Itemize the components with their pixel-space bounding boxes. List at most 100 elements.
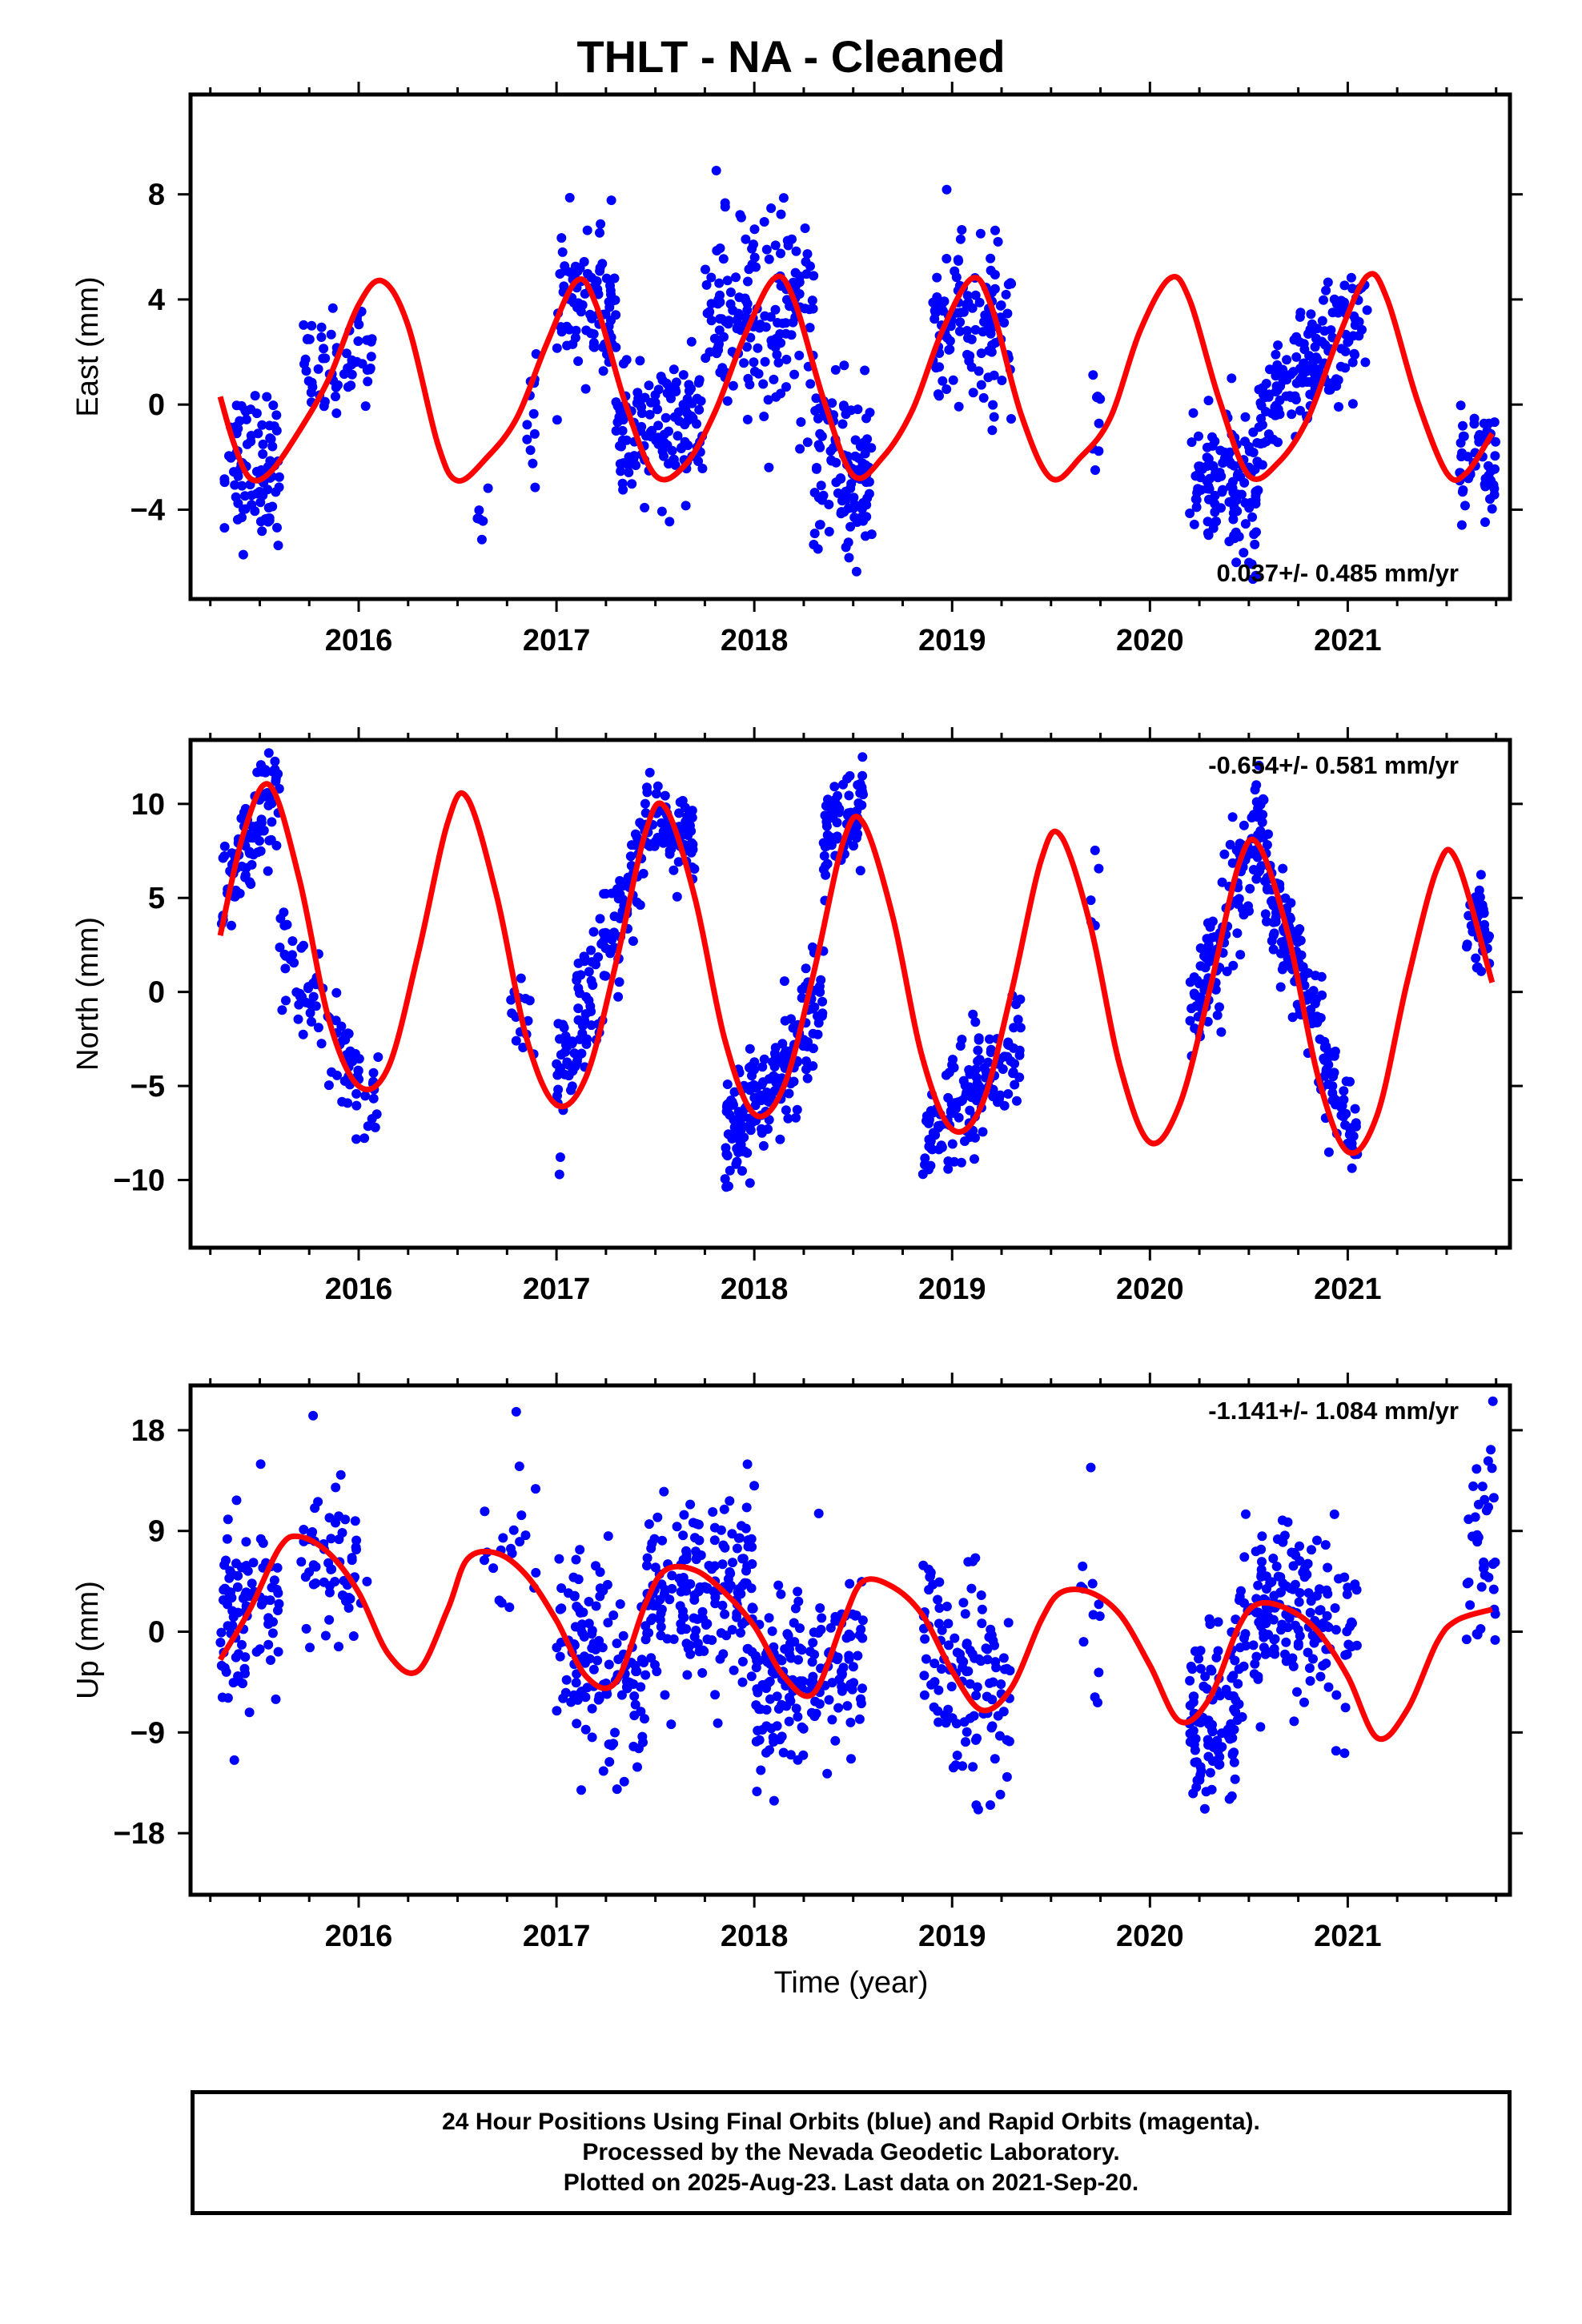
data-point [736, 1124, 746, 1135]
data-point [737, 1554, 748, 1564]
data-point [732, 315, 742, 325]
data-point [608, 1610, 619, 1620]
data-point [1343, 1639, 1354, 1650]
data-point [713, 295, 724, 305]
data-point [1188, 1726, 1199, 1736]
data-point [531, 349, 541, 359]
data-point [1279, 940, 1290, 951]
data-point [990, 225, 1000, 235]
data-point [359, 1133, 370, 1144]
data-point [1229, 460, 1239, 471]
data-point [942, 1602, 952, 1611]
data-point [248, 1558, 259, 1568]
data-point [1244, 557, 1255, 568]
data-point [1339, 1086, 1349, 1096]
data-point [691, 1554, 701, 1565]
data-point [1307, 1545, 1316, 1555]
data-point [1231, 1707, 1241, 1717]
data-point [1327, 1088, 1338, 1098]
data-point [1260, 909, 1271, 919]
data-point [989, 412, 999, 422]
data-point [1240, 412, 1251, 422]
data-point [971, 1072, 982, 1083]
data-point [743, 276, 753, 287]
data-point [1231, 557, 1242, 568]
data-point [1200, 963, 1211, 973]
data-point [769, 1071, 779, 1081]
data-point [1291, 352, 1302, 362]
data-point [1331, 1690, 1342, 1700]
data-point [778, 1747, 789, 1758]
data-point [716, 1628, 726, 1638]
data-point [227, 848, 237, 858]
data-point [844, 1651, 854, 1661]
data-point [795, 1643, 805, 1654]
data-point [331, 1482, 341, 1493]
data-point [795, 444, 805, 454]
data-point [1213, 1646, 1223, 1656]
data-point [1251, 486, 1262, 497]
data-point [1317, 316, 1327, 326]
data-point [1227, 1750, 1238, 1760]
data-point [772, 349, 782, 360]
data-point [1329, 294, 1339, 304]
data-point [1347, 1139, 1357, 1148]
data-point [528, 458, 538, 468]
data-point [990, 283, 1000, 294]
data-point [1269, 1643, 1279, 1654]
data-point [480, 1555, 489, 1566]
data-point [270, 756, 280, 766]
data-point [1458, 420, 1468, 431]
y-tick-label: 4 [148, 283, 165, 317]
data-point [531, 1567, 541, 1578]
data-point [1305, 389, 1315, 400]
data-point [1310, 999, 1320, 1009]
data-point [1190, 1646, 1200, 1656]
data-point [652, 781, 663, 791]
data-point [934, 1603, 945, 1613]
data-point [339, 369, 349, 380]
data-point [990, 270, 1000, 279]
data-point [1487, 504, 1497, 514]
data-point [781, 382, 791, 392]
data-point [954, 401, 964, 412]
data-point [839, 402, 849, 412]
data-point [552, 1706, 562, 1716]
data-point [776, 248, 785, 259]
data-point [977, 1604, 987, 1614]
data-point [353, 1066, 363, 1076]
data-point [793, 1586, 803, 1597]
data-point [616, 1690, 627, 1700]
data-point [1263, 1612, 1274, 1622]
data-point [1338, 1111, 1348, 1121]
data-point [308, 979, 319, 988]
data-point [351, 357, 361, 368]
east-frame [188, 92, 1512, 601]
data-point [986, 253, 996, 263]
data-point [507, 1008, 517, 1019]
data-point [732, 1543, 742, 1554]
data-point [1207, 1666, 1217, 1676]
data-point [604, 1757, 615, 1767]
data-point [336, 1021, 347, 1031]
data-point [613, 1655, 624, 1664]
data-point [955, 317, 966, 328]
data-point [1262, 1605, 1272, 1615]
data-point [660, 1690, 670, 1700]
data-point [974, 366, 984, 376]
data-point [1262, 840, 1272, 850]
data-point [1223, 1724, 1233, 1735]
y-tick-label: 0 [148, 388, 165, 422]
data-point [776, 1589, 786, 1599]
data-point [1476, 870, 1486, 880]
data-point [1004, 1736, 1014, 1747]
data-point [969, 1711, 979, 1721]
data-point [1305, 377, 1315, 387]
data-point [332, 1070, 342, 1080]
data-point [573, 298, 584, 308]
data-point [1247, 512, 1258, 522]
data-point [586, 945, 596, 955]
data-point [1491, 436, 1500, 447]
data-point [841, 495, 851, 505]
data-point [998, 1064, 1008, 1074]
